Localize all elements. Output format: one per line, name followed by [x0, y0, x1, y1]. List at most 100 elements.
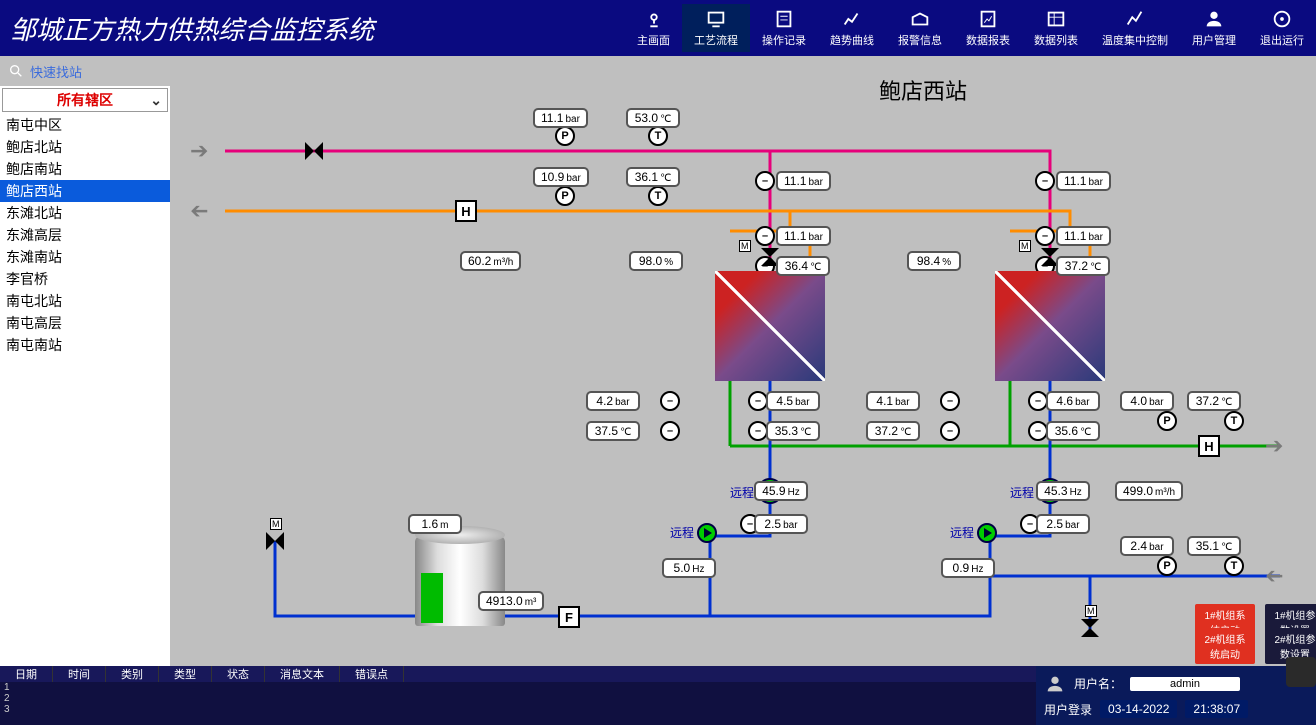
arrow-out-return: ➔	[190, 198, 208, 224]
scada-canvas: 鲍店西站 ➔ ➔ ➔ ➔	[170, 56, 1316, 666]
meter-tank_lvl: 1.6m	[408, 514, 462, 534]
arrow-in-supply: ➔	[190, 138, 208, 164]
nav-trend[interactable]: 趋势曲线	[818, 4, 886, 52]
p-inline-icon: –	[1035, 226, 1055, 246]
meter-t_hx1_oL: 37.5℃	[586, 421, 640, 441]
meter-p_in_bot: 10.9bar	[533, 167, 589, 187]
motor-tag: M	[1019, 240, 1031, 252]
motor-tag: M	[1085, 605, 1097, 617]
alarm-rows: 123	[0, 682, 1036, 715]
usermgmt-icon	[1203, 8, 1225, 30]
nav-main[interactable]: 主画面	[625, 4, 682, 52]
station-item[interactable]: 鲍店北站	[0, 136, 170, 158]
user-icon	[1044, 673, 1066, 695]
time-display: 21:38:07	[1185, 700, 1248, 718]
meter-pump1b_hz: 5.0Hz	[662, 558, 716, 578]
header: 邹城正方热力供热综合监控系统 主画面工艺流程操作记录趋势曲线报警信息数据报表数据…	[0, 0, 1316, 56]
alarm-headers: 日期时间类别类型状态消息文本错误点	[0, 666, 1036, 682]
alarm-col: 日期	[0, 666, 53, 682]
station-item[interactable]: 东滩高层	[0, 224, 170, 246]
search-box[interactable]: 快速找站	[0, 56, 170, 86]
meter-pump2_hz: 45.3Hz	[1036, 481, 1090, 501]
p-inline-icon: –	[1035, 171, 1055, 191]
station-item[interactable]: 东滩北站	[0, 202, 170, 224]
meter-t_in_top: 53.0℃	[626, 108, 680, 128]
main-icon	[643, 8, 665, 30]
meter-pump2b_hz: 0.9Hz	[941, 558, 995, 578]
station-item[interactable]: 李官桥	[0, 268, 170, 290]
login-button[interactable]: 用户登录	[1044, 701, 1092, 718]
t-symbol-icon: T	[1224, 556, 1244, 576]
p-inline-icon: –	[755, 226, 775, 246]
tank-icon	[415, 536, 505, 626]
meter-p_return: 2.4bar	[1120, 536, 1174, 556]
search-placeholder: 快速找站	[30, 62, 82, 81]
alarm-col: 状态	[212, 666, 265, 682]
station-item[interactable]: 南屯南站	[0, 334, 170, 356]
datalist-icon	[1045, 8, 1067, 30]
alarm-col: 消息文本	[265, 666, 340, 682]
meter-t_hx2_in: 37.2℃	[1056, 256, 1110, 276]
meter-t_in_bot: 36.1℃	[626, 167, 680, 187]
p-symbol-icon: P	[1157, 556, 1177, 576]
remote-label: 远程	[1010, 484, 1034, 501]
meter-t_hx1_in: 36.4℃	[776, 256, 830, 276]
motor-tag: M	[739, 240, 751, 252]
flow-meter-h-icon: H	[455, 200, 477, 222]
pump-1b-icon[interactable]	[697, 523, 717, 543]
station-item[interactable]: 鲍店南站	[0, 158, 170, 180]
arrow-out-supply: ➔	[1265, 433, 1283, 459]
tank-level-fill	[421, 573, 443, 623]
station-item[interactable]: 鲍店西站	[0, 180, 170, 202]
heat-exchanger-1	[715, 271, 825, 381]
alarm-panel: 日期时间类别类型状态消息文本错误点 123	[0, 666, 1036, 725]
nav-process[interactable]: 工艺流程	[682, 4, 750, 52]
exit-icon	[1271, 8, 1293, 30]
remote-label: 远程	[670, 524, 694, 541]
station-item[interactable]: 南屯高层	[0, 312, 170, 334]
p-inline-icon: –	[940, 391, 960, 411]
nav-bar: 主画面工艺流程操作记录趋势曲线报警信息数据报表数据列表温度集中控制用户管理退出运…	[625, 4, 1316, 52]
p-inline-icon: –	[755, 171, 775, 191]
t-symbol-icon: T	[1224, 411, 1244, 431]
meter-t_supply: 37.2℃	[1187, 391, 1241, 411]
station-item[interactable]: 南屯北站	[0, 290, 170, 312]
nav-tempctrl[interactable]: 温度集中控制	[1090, 4, 1180, 52]
meter-p_hx1_oL: 4.2bar	[586, 391, 640, 411]
remote-label: 远程	[950, 524, 974, 541]
motor-tag: M	[270, 518, 282, 530]
p-inline-icon: –	[660, 391, 680, 411]
nav-usermgmt[interactable]: 用户管理	[1180, 4, 1248, 52]
check-valve-icon	[305, 142, 323, 160]
tempctrl-icon	[1124, 8, 1146, 30]
corner-widget[interactable]	[1286, 657, 1316, 687]
alarm-col: 类型	[159, 666, 212, 682]
region-select[interactable]: 所有辖区	[2, 88, 168, 112]
username-field[interactable]	[1130, 677, 1240, 691]
nav-exit[interactable]: 退出运行	[1248, 4, 1316, 52]
oplog-icon	[773, 8, 795, 30]
station-item[interactable]: 东滩南站	[0, 246, 170, 268]
search-icon	[8, 63, 24, 79]
unit2-start-button[interactable]: 2#机组系统启动	[1195, 628, 1255, 664]
meter-p_hx2_oR: 4.6bar	[1046, 391, 1100, 411]
t-symbol-icon: T	[648, 186, 668, 206]
nav-datalist[interactable]: 数据列表	[1022, 4, 1090, 52]
pump-2b-icon[interactable]	[977, 523, 997, 543]
nav-oplog[interactable]: 操作记录	[750, 4, 818, 52]
user-box: 用户名： 用户登录 03-14-2022 21:38:07	[1036, 666, 1316, 725]
sidebar: 快速找站 所有辖区 南屯中区鲍店北站鲍店南站鲍店西站东滩北站东滩高层东滩南站李官…	[0, 56, 170, 666]
meter-p_hx2_oL: 4.1bar	[866, 391, 920, 411]
drain-valve-icon[interactable]	[1081, 619, 1099, 637]
alarm-col: 时间	[53, 666, 106, 682]
meter-cv2: 98.4%	[907, 251, 961, 271]
tank-valve-icon[interactable]	[266, 532, 284, 550]
heat-exchanger-2	[995, 271, 1105, 381]
nav-alarm[interactable]: 报警信息	[886, 4, 954, 52]
nav-report[interactable]: 数据报表	[954, 4, 1022, 52]
arrow-in-return: ➔	[1265, 563, 1283, 589]
meter-t_return: 35.1℃	[1187, 536, 1241, 556]
system-title: 邹城正方热力供热综合监控系统	[0, 10, 400, 47]
station-item[interactable]: 南屯中区	[0, 114, 170, 136]
station-list: 南屯中区鲍店北站鲍店南站鲍店西站东滩北站东滩高层东滩南站李官桥南屯北站南屯高层南…	[0, 114, 170, 666]
